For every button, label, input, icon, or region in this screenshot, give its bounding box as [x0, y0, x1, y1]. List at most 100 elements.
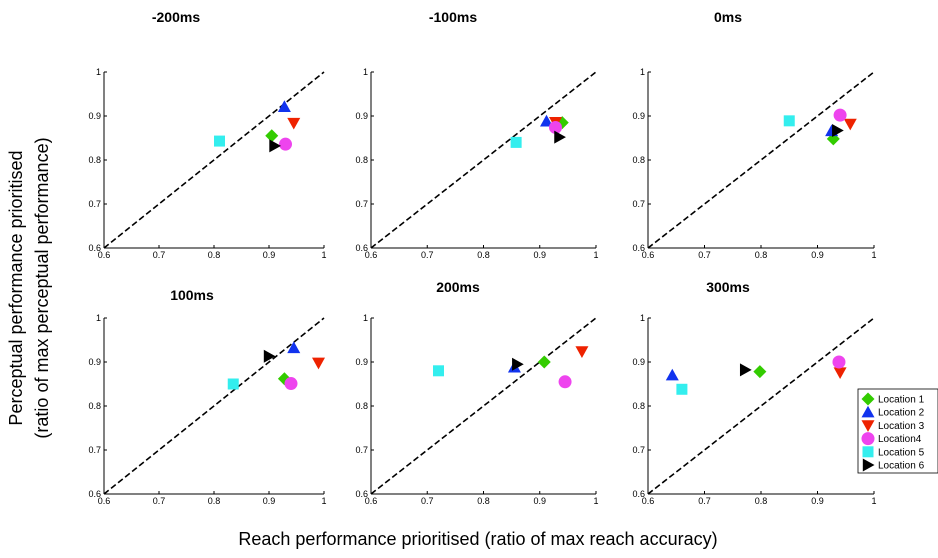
panel-title: 0ms	[714, 9, 742, 25]
data-point	[433, 365, 444, 377]
chart-panel: 0ms 0.6 0.7 0.8 0.9 1 0.6 0.7 0.8 0.9 1	[632, 9, 876, 260]
y-tick-label: 0.7	[355, 445, 368, 455]
y-tick-label: 1	[640, 67, 645, 77]
y-tick-label: 0.8	[355, 401, 368, 411]
data-point	[312, 357, 325, 370]
x-tick-label: 0.8	[208, 496, 221, 506]
legend-label: Location 3	[878, 421, 925, 432]
data-point	[739, 363, 752, 377]
legend-marker	[861, 432, 875, 446]
x-tick-label: 0.7	[153, 496, 166, 506]
data-point	[843, 118, 857, 131]
panel-title: 300ms	[706, 279, 750, 295]
x-tick-label: 0.9	[533, 250, 546, 260]
y-tick-label: 1	[96, 313, 101, 323]
legend-label: Location 1	[878, 395, 925, 406]
y-tick-label: 0.8	[632, 401, 645, 411]
chart-panel: -200ms 0.6 0.7 0.8 0.9 1 0.6 0.7 0.8 0.9 1	[88, 9, 326, 260]
x-tick-label: 0.9	[533, 496, 546, 506]
data-point	[287, 117, 301, 130]
y-tick-label: 0.7	[88, 199, 101, 209]
data-point	[575, 346, 589, 358]
data-point	[832, 355, 846, 369]
data-point	[279, 137, 292, 151]
data-point	[665, 368, 679, 381]
y-tick-label: 0.6	[355, 489, 368, 499]
y-tick-label: 0.8	[88, 155, 101, 165]
legend: Location 1 Location 2 Location 3 Location4 L…	[857, 388, 938, 474]
y-tick-label: 1	[640, 313, 645, 323]
y-tick-label: 1	[96, 67, 101, 77]
panel-title: 200ms	[436, 279, 480, 295]
panel-title: -100ms	[429, 9, 477, 25]
x-tick-label: 0.8	[755, 250, 768, 260]
y-tick-label: 0.7	[632, 445, 645, 455]
chart-panel: 200ms 0.6 0.7 0.8 0.9 1 0.6 0.7 0.8 0.9 1	[355, 279, 598, 506]
x-tick-label: 1	[871, 250, 876, 260]
y-tick-label: 1	[363, 67, 368, 77]
x-tick-label: 0.9	[263, 250, 276, 260]
y-tick-label: 0.8	[355, 155, 368, 165]
legend-marker	[861, 392, 875, 406]
data-point	[833, 367, 847, 380]
legend-marker	[861, 405, 875, 418]
y-tick-label: 0.8	[632, 155, 645, 165]
x-tick-label: 0.7	[698, 250, 711, 260]
y-tick-label: 0.6	[632, 489, 645, 499]
x-tick-label: 1	[593, 496, 598, 506]
y-tick-label: 0.9	[88, 111, 101, 121]
legend-box	[857, 388, 938, 474]
data-point	[753, 365, 767, 379]
panels-group: -200ms 0.6 0.7 0.8 0.9 1 0.6 0.7 0.8 0.9 1 -100ms 0.…	[88, 9, 876, 506]
identity-line	[647, 317, 875, 495]
y-tick-label: 0.7	[632, 199, 645, 209]
data-point	[277, 100, 291, 112]
x-tick-label: 0.6	[365, 496, 378, 506]
x-tick-label: 0.6	[98, 496, 111, 506]
x-tick-label: 1	[321, 496, 326, 506]
y-tick-label: 0.6	[88, 243, 101, 253]
data-point	[263, 349, 276, 363]
data-point	[265, 129, 279, 143]
x-tick-label: 0.6	[365, 250, 378, 260]
chart-panel: 100ms 0.6 0.7 0.8 0.9 1 0.6 0.7 0.8 0.9 1	[88, 287, 326, 506]
x-tick-label: 0.9	[811, 250, 824, 260]
x-tick-label: 0.7	[153, 250, 166, 260]
x-tick-label: 0.8	[477, 496, 490, 506]
legend-marker	[861, 420, 875, 432]
y-tick-label: 0.9	[355, 357, 368, 367]
data-point	[554, 130, 566, 144]
data-point	[537, 355, 551, 369]
data-point	[269, 139, 281, 153]
y-tick-label: 0.6	[355, 243, 368, 253]
legend-label: Location 5	[878, 447, 925, 458]
panel-title: -200ms	[152, 9, 200, 25]
chart-panel: -100ms 0.6 0.7 0.8 0.9 1 0.6 0.7 0.8 0.9 1	[355, 9, 598, 260]
legend-label: Location 6	[878, 461, 925, 472]
data-point	[558, 375, 572, 389]
x-tick-label: 0.8	[755, 496, 768, 506]
x-tick-label: 0.9	[811, 496, 824, 506]
identity-line	[103, 71, 325, 249]
data-point	[676, 383, 688, 395]
legend-marker	[862, 458, 875, 472]
y-tick-label: 0.9	[632, 111, 645, 121]
panel-title: 100ms	[170, 287, 214, 303]
legend-label: Location 2	[878, 408, 925, 419]
y-tick-label: 0.6	[632, 243, 645, 253]
y-axis-label-line2: (ratio of max perceptual performance)	[32, 137, 52, 438]
y-tick-label: 0.7	[88, 445, 101, 455]
identity-line	[370, 317, 597, 495]
y-axis-label-line1: Perceptual performance prioritised	[6, 150, 26, 425]
x-tick-label: 0.9	[263, 496, 276, 506]
legend-marker	[862, 446, 874, 458]
x-tick-label: 0.6	[642, 250, 655, 260]
data-point	[287, 341, 301, 354]
y-tick-label: 1	[363, 313, 368, 323]
data-point	[214, 135, 225, 147]
data-point	[832, 124, 844, 138]
y-tick-label: 0.8	[88, 401, 101, 411]
x-tick-label: 1	[593, 250, 598, 260]
data-point	[284, 377, 298, 391]
